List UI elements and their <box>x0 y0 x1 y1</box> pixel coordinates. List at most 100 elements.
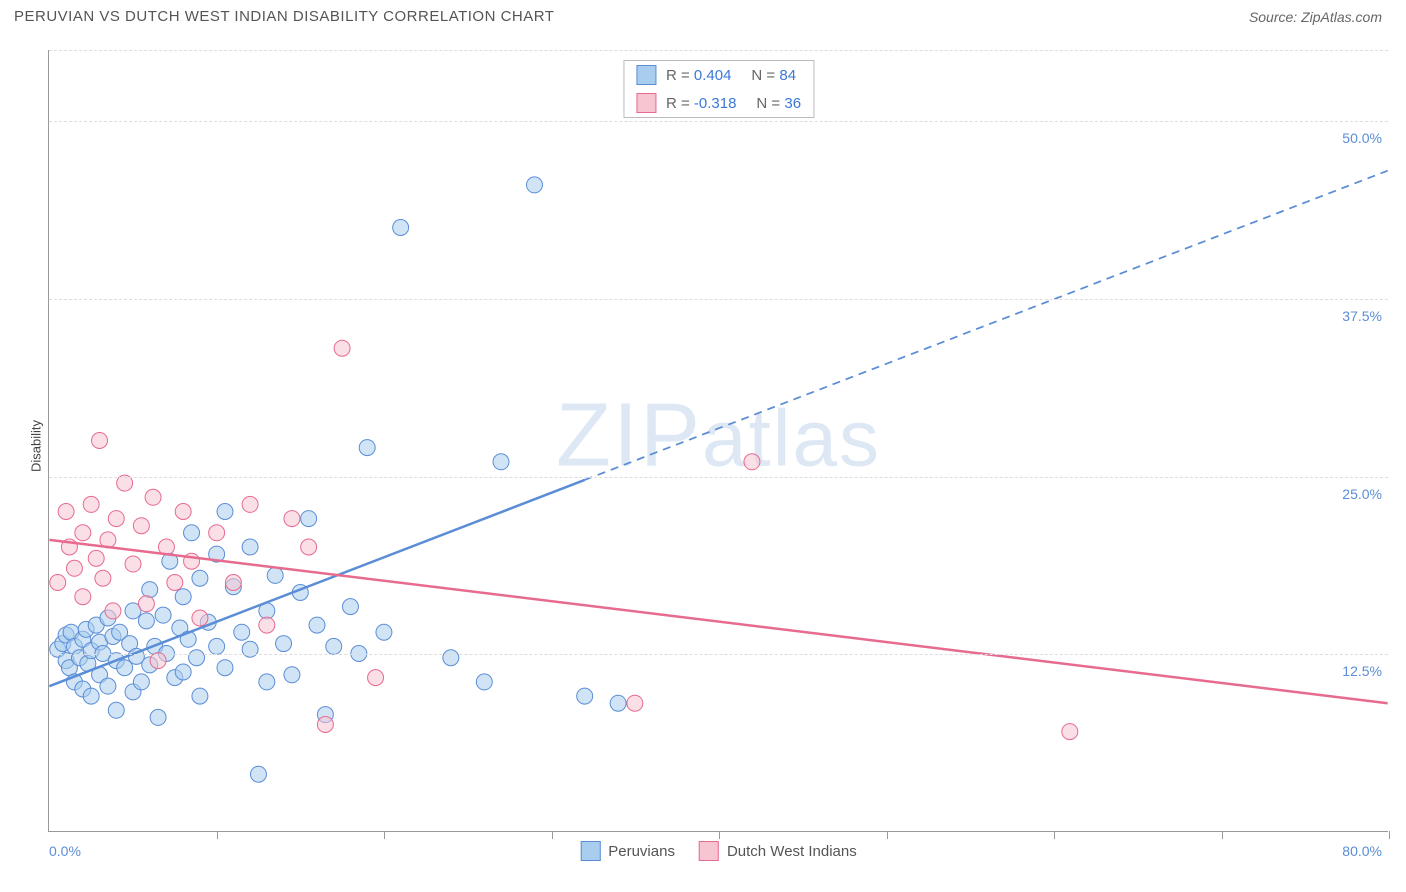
data-point <box>276 636 292 652</box>
x-tick <box>217 831 218 839</box>
x-tick <box>1222 831 1223 839</box>
data-point <box>284 511 300 527</box>
data-point <box>267 567 283 583</box>
data-point <box>167 575 183 591</box>
legend-row: R = -0.318N = 36 <box>624 89 813 117</box>
gridline <box>49 654 1388 655</box>
x-tick <box>1054 831 1055 839</box>
data-point <box>301 539 317 555</box>
data-point <box>334 340 350 356</box>
y-tick-label: 50.0% <box>1342 130 1382 146</box>
data-point <box>242 496 258 512</box>
data-point <box>284 667 300 683</box>
data-point <box>209 638 225 654</box>
data-point <box>145 489 161 505</box>
trendline-solid <box>49 540 1387 703</box>
data-point <box>92 433 108 449</box>
legend-item: Peruvians <box>580 841 675 861</box>
legend-row: R = 0.404 N = 84 <box>624 61 813 89</box>
data-point <box>192 570 208 586</box>
n-label: N = 36 <box>756 95 801 112</box>
x-tick <box>719 831 720 839</box>
data-point <box>526 177 542 193</box>
data-point <box>105 603 121 619</box>
data-point <box>95 570 111 586</box>
x-tick <box>552 831 553 839</box>
data-point <box>138 613 154 629</box>
data-point <box>342 599 358 615</box>
data-point <box>125 556 141 572</box>
data-point <box>58 504 74 520</box>
data-point <box>175 664 191 680</box>
data-point <box>100 678 116 694</box>
data-point <box>66 560 82 576</box>
data-point <box>155 607 171 623</box>
data-point <box>209 525 225 541</box>
data-point <box>75 589 91 605</box>
gridline <box>49 50 1388 51</box>
data-point <box>259 674 275 690</box>
data-point <box>83 496 99 512</box>
gridline <box>49 299 1388 300</box>
data-point <box>376 624 392 640</box>
x-tick <box>384 831 385 839</box>
data-point <box>250 766 266 782</box>
correlation-legend: R = 0.404 N = 84 R = -0.318N = 36 <box>623 60 814 118</box>
data-point <box>476 674 492 690</box>
data-point <box>83 688 99 704</box>
legend-label: Dutch West Indians <box>727 843 857 860</box>
data-point <box>189 650 205 666</box>
scatter-plot <box>49 50 1388 831</box>
data-point <box>493 454 509 470</box>
data-point <box>627 695 643 711</box>
legend-swatch <box>636 65 656 85</box>
data-point <box>108 511 124 527</box>
legend-swatch <box>699 841 719 861</box>
data-point <box>184 525 200 541</box>
trendline-dashed <box>585 171 1388 480</box>
n-label: N = 84 <box>751 67 796 84</box>
legend-item: Dutch West Indians <box>699 841 857 861</box>
y-tick-label: 12.5% <box>1342 663 1382 679</box>
data-point <box>326 638 342 654</box>
x-axis-max-label: 80.0% <box>1342 843 1382 859</box>
data-point <box>175 504 191 520</box>
r-label: R = 0.404 <box>666 67 731 84</box>
legend-label: Peruvians <box>608 843 675 860</box>
data-point <box>744 454 760 470</box>
source-label: Source: ZipAtlas.com <box>1249 9 1382 25</box>
legend-swatch <box>580 841 600 861</box>
data-point <box>393 220 409 236</box>
data-point <box>133 674 149 690</box>
data-point <box>309 617 325 633</box>
x-tick <box>887 831 888 839</box>
x-tick <box>1389 831 1390 839</box>
legend-swatch <box>636 93 656 113</box>
data-point <box>242 539 258 555</box>
data-point <box>234 624 250 640</box>
data-point <box>192 688 208 704</box>
chart-title: PERUVIAN VS DUTCH WEST INDIAN DISABILITY… <box>14 8 554 25</box>
data-point <box>259 617 275 633</box>
data-point <box>317 717 333 733</box>
data-point <box>610 695 626 711</box>
data-point <box>175 589 191 605</box>
data-point <box>88 550 104 566</box>
data-point <box>75 525 91 541</box>
chart-area: R = 0.404N = 84R = -0.318N = 36 ZIPatlas… <box>48 50 1388 832</box>
x-axis-min-label: 0.0% <box>49 843 81 859</box>
data-point <box>217 660 233 676</box>
data-point <box>50 575 66 591</box>
data-point <box>443 650 459 666</box>
data-point <box>217 504 233 520</box>
data-point <box>368 670 384 686</box>
gridline <box>49 121 1388 122</box>
y-axis-label: Disability <box>29 420 44 472</box>
data-point <box>150 709 166 725</box>
data-point <box>577 688 593 704</box>
data-point <box>225 575 241 591</box>
y-tick-label: 25.0% <box>1342 486 1382 502</box>
data-point <box>138 596 154 612</box>
data-point <box>192 610 208 626</box>
y-tick-label: 37.5% <box>1342 308 1382 324</box>
